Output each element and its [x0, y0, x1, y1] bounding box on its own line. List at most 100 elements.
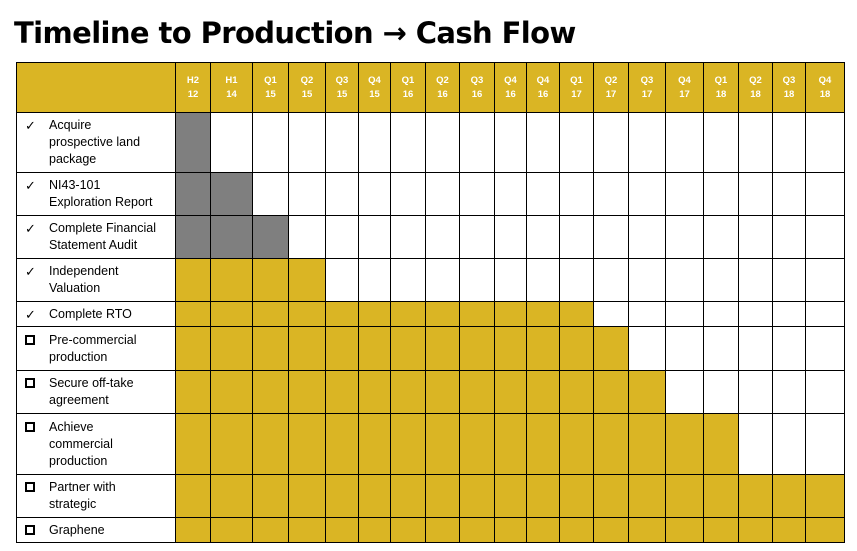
- planned-period-cell: [805, 517, 845, 543]
- planned-period-cell: [210, 474, 253, 518]
- task-label-line: strategic: [49, 497, 97, 511]
- task-label-line: agreement: [49, 393, 109, 407]
- empty-period-cell: [628, 301, 666, 327]
- planned-period-cell: [425, 517, 460, 543]
- planned-period-cell: [288, 474, 326, 518]
- planned-period-cell: [425, 474, 460, 518]
- completed-period-cell: [252, 215, 289, 259]
- planned-period-cell: [175, 326, 211, 371]
- planned-period-cell: [325, 413, 359, 475]
- empty-period-cell: [738, 301, 773, 327]
- planned-period-cell: [425, 301, 460, 327]
- task-label-cell: ✓ Acquire prospective land package: [16, 112, 176, 173]
- period-year: 18: [783, 88, 795, 100]
- period-header-cell: Q1 18: [703, 62, 739, 113]
- completed-period-cell: [175, 112, 211, 173]
- planned-period-cell: [390, 326, 426, 371]
- task-row: Graphene: [16, 517, 845, 543]
- planned-period-cell: [252, 370, 289, 414]
- planned-period-cell: [593, 326, 629, 371]
- empty-period-cell: [559, 258, 594, 302]
- task-label-cell: Achieve commercial production: [16, 413, 176, 475]
- task-label-cell: ✓ Independent Valuation: [16, 258, 176, 302]
- task-label-cell: Pre-commercial production: [16, 326, 176, 371]
- planned-period-cell: [358, 370, 391, 414]
- empty-period-cell: [628, 326, 666, 371]
- period-year: 16: [437, 88, 448, 100]
- empty-period-cell: [494, 112, 527, 173]
- empty-period-cell: [805, 370, 845, 414]
- empty-period-cell: [738, 112, 773, 173]
- empty-period-cell: [703, 301, 739, 327]
- planned-period-cell: [252, 474, 289, 518]
- planned-period-cell: [358, 301, 391, 327]
- period-label: Q2: [604, 74, 618, 86]
- period-header-cell: Q1 15: [252, 62, 289, 113]
- period-header-cell: Q3 16: [459, 62, 495, 113]
- checkmark-icon: ✓: [25, 178, 36, 193]
- page-title: Timeline to Production → Cash Flow: [14, 16, 576, 50]
- period-year: 14: [226, 88, 237, 100]
- empty-period-cell: [805, 258, 845, 302]
- task-label-line: Pre-commercial: [49, 332, 137, 347]
- period-header-cell: Q4 18: [805, 62, 845, 113]
- planned-period-cell: [459, 301, 495, 327]
- empty-period-cell: [738, 215, 773, 259]
- empty-period-cell: [559, 172, 594, 216]
- empty-period-cell: [772, 326, 806, 371]
- planned-period-cell: [665, 517, 704, 543]
- empty-period-cell: [593, 112, 629, 173]
- task-label: Complete RTO: [49, 306, 132, 323]
- task-label-cell: Partner with strategic: [16, 474, 176, 518]
- planned-period-cell: [526, 301, 560, 327]
- empty-period-cell: [805, 413, 845, 475]
- timeline-gantt-table: H2 12 H1 14 Q1 15 Q2 15 Q3 15 Q4 15 Q1 16 Q2 16 Q3 16 Q4 16…: [16, 62, 845, 543]
- planned-period-cell: [252, 517, 289, 543]
- planned-period-cell: [494, 301, 527, 327]
- empty-period-cell: [628, 112, 666, 173]
- planned-period-cell: [325, 301, 359, 327]
- task-label-line: Complete RTO: [49, 306, 132, 321]
- period-header-cell: H1 14: [210, 62, 253, 113]
- empty-period-cell: [593, 215, 629, 259]
- empty-period-cell: [425, 112, 460, 173]
- empty-checkbox-icon: [25, 378, 35, 388]
- task-row: ✓ Independent Valuation: [16, 258, 845, 302]
- period-year: 16: [471, 88, 483, 100]
- task-label-line: Achieve: [49, 419, 94, 434]
- planned-period-cell: [210, 326, 253, 371]
- period-label: H2: [186, 74, 200, 86]
- task-row: ✓ Complete Financial Statement Audit: [16, 215, 845, 259]
- empty-period-cell: [628, 258, 666, 302]
- task-row: Partner with strategic: [16, 474, 845, 518]
- period-header-cell: Q3 18: [772, 62, 806, 113]
- empty-period-cell: [665, 215, 704, 259]
- empty-period-cell: [593, 258, 629, 302]
- planned-period-cell: [288, 517, 326, 543]
- task-label-line: Independent: [49, 264, 119, 278]
- planned-period-cell: [425, 413, 460, 475]
- planned-period-cell: [358, 517, 391, 543]
- planned-period-cell: [459, 326, 495, 371]
- empty-period-cell: [738, 370, 773, 414]
- empty-period-cell: [288, 215, 326, 259]
- planned-period-cell: [559, 326, 594, 371]
- period-label: H1: [225, 74, 238, 86]
- planned-period-cell: [252, 413, 289, 475]
- empty-period-cell: [772, 172, 806, 216]
- task-label-line: prospective land: [49, 135, 141, 149]
- task-row: ✓ Complete RTO: [16, 301, 845, 327]
- planned-period-cell: [703, 517, 739, 543]
- planned-period-cell: [494, 517, 527, 543]
- planned-period-cell: [703, 413, 739, 475]
- task-label-line: commercial: [49, 436, 113, 451]
- empty-period-cell: [772, 370, 806, 414]
- task-label-line: Secure off-take: [49, 376, 134, 390]
- task-label: Pre-commercial production: [49, 332, 137, 366]
- planned-period-cell: [175, 413, 211, 475]
- planned-period-cell: [628, 413, 666, 475]
- planned-period-cell: [593, 474, 629, 518]
- planned-period-cell: [425, 326, 460, 371]
- period-year: 17: [641, 88, 653, 100]
- period-header-cell: Q3 15: [325, 62, 359, 113]
